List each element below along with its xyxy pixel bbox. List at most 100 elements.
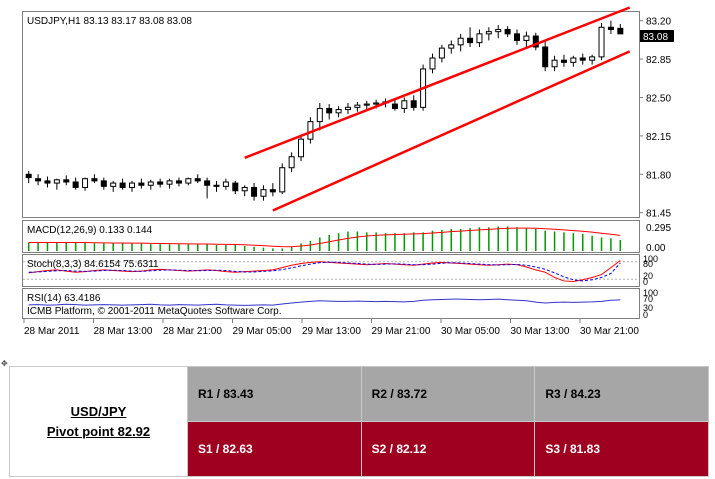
candle xyxy=(63,175,70,186)
candle xyxy=(269,183,276,197)
y-tick-label: 81.80 xyxy=(646,170,671,181)
candle xyxy=(570,55,577,67)
candle xyxy=(485,27,492,41)
candle xyxy=(448,40,455,54)
pivot-table: USD/JPY Pivot point 82.92 R1 / 83.43 R2 … xyxy=(9,366,709,477)
pivot-title-cell: USD/JPY Pivot point 82.92 xyxy=(9,366,188,477)
candle xyxy=(204,177,211,199)
candle xyxy=(523,31,530,48)
candle xyxy=(344,102,351,114)
candle xyxy=(438,44,445,63)
candle xyxy=(279,163,286,195)
copyright-label: ICMB Platform, © 2001-2011 MetaQuotes So… xyxy=(27,306,282,317)
candle xyxy=(175,177,182,187)
channel-upper-line xyxy=(244,6,631,160)
rsi-tick-label: 70 xyxy=(643,294,653,304)
y-tick-label: 82.50 xyxy=(646,93,671,104)
candle xyxy=(147,179,154,190)
candle xyxy=(100,177,107,190)
macd-tick-label: 0.00 xyxy=(646,243,666,254)
candle xyxy=(542,40,549,72)
candle xyxy=(53,178,60,190)
trend-channel xyxy=(244,6,631,212)
y-axis: 83.20 82.85 82.50 82.15 81.80 81.45 xyxy=(639,17,671,220)
candle xyxy=(91,174,98,184)
candle xyxy=(44,176,51,188)
candle xyxy=(589,54,596,65)
candle xyxy=(222,178,229,190)
x-tick-label: 29 Mar 05:00 xyxy=(233,326,292,337)
stoch-tick-label: 100 xyxy=(643,254,658,264)
candle xyxy=(551,55,558,72)
pivot-point-label: Pivot point 82.92 xyxy=(46,423,151,439)
candle xyxy=(363,100,370,110)
x-axis: 28 Mar 2011 28 Mar 13:00 28 Mar 21:00 29 Ma… xyxy=(23,319,639,337)
y-tick-label: 81.45 xyxy=(646,209,671,220)
pair-label: USD/JPY xyxy=(70,403,127,419)
last-price-box xyxy=(640,30,674,42)
last-price-label: 83.08 xyxy=(643,32,668,43)
x-tick-label: 28 Mar 13:00 xyxy=(94,326,153,337)
candle xyxy=(138,178,145,189)
rsi-tick-label: 100 xyxy=(643,288,658,298)
candle xyxy=(504,26,511,38)
candle xyxy=(128,180,135,192)
candle xyxy=(429,53,436,74)
y-tick-label: 82.85 xyxy=(646,55,671,66)
x-tick-label: 29 Mar 13:00 xyxy=(302,326,361,337)
candle xyxy=(598,22,605,61)
stoch-label: Stoch(8,3,3) 84.6154 75.6311 xyxy=(27,259,159,270)
candle xyxy=(119,178,126,190)
candle xyxy=(298,134,305,162)
candle xyxy=(467,27,474,48)
candle xyxy=(391,99,398,111)
candle xyxy=(607,20,614,34)
macd-label: MACD(12,26,9) 0.133 0.144 xyxy=(27,225,153,236)
candle xyxy=(166,178,173,189)
candle xyxy=(288,152,295,173)
symbol-label: USDJPY,H1 83.13 83.17 83.08 83.08 xyxy=(27,16,192,27)
support-3: S3 / 81.83 xyxy=(534,421,709,477)
candle xyxy=(241,185,248,197)
candle xyxy=(354,101,361,112)
macd-indicator: 0.295 0.00 xyxy=(27,223,671,254)
candle xyxy=(495,25,502,39)
candle xyxy=(25,171,32,184)
rsi-tick-label: 30 xyxy=(643,303,653,313)
candle xyxy=(260,185,267,201)
stoch-panel-frame xyxy=(22,254,640,287)
candle xyxy=(35,174,42,186)
y-tick-label: 83.20 xyxy=(646,17,671,28)
support-1: S1 / 82.63 xyxy=(187,421,362,477)
candle xyxy=(316,102,323,131)
x-tick-label: 30 Mar 21:00 xyxy=(580,326,639,337)
candle xyxy=(326,104,333,120)
rsi-panel-frame xyxy=(22,288,640,319)
main-panel-frame xyxy=(22,11,640,218)
stoch-signal-line xyxy=(28,261,621,282)
candle xyxy=(335,106,342,118)
resistance-1: R1 / 83.43 xyxy=(187,366,362,422)
macd-signal-line xyxy=(28,227,621,248)
resistance-3: R3 / 84.23 xyxy=(534,366,709,422)
x-tick-label: 30 Mar 13:00 xyxy=(511,326,570,337)
macd-panel-frame xyxy=(22,220,640,253)
candle xyxy=(457,33,464,52)
table-move-handle-icon[interactable]: ✥ xyxy=(1,359,8,368)
candle xyxy=(157,178,164,188)
rsi-label: RSI(14) 63.4186 xyxy=(27,293,101,304)
x-tick-label: 30 Mar 05:00 xyxy=(441,326,500,337)
candle xyxy=(579,53,586,65)
candle xyxy=(560,54,567,67)
candle xyxy=(617,23,624,35)
candle xyxy=(110,180,117,192)
x-tick-label: 28 Mar 21:00 xyxy=(163,326,222,337)
macd-tick-label: 0.295 xyxy=(646,223,671,234)
x-tick-label: 29 Mar 21:00 xyxy=(372,326,431,337)
stoch-tick-label: 0 xyxy=(643,277,648,287)
stoch-tick-label: 20 xyxy=(643,271,653,281)
resistance-2: R2 / 83.72 xyxy=(360,366,536,422)
